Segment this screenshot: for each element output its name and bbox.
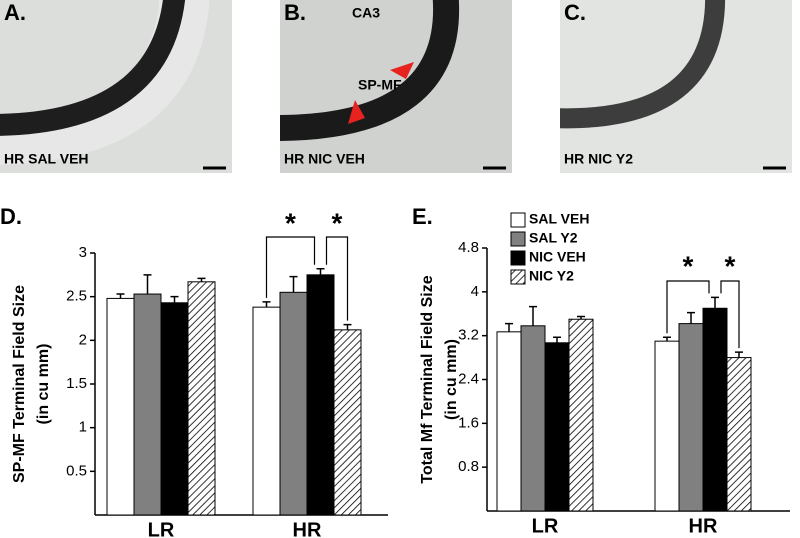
x-tick-label: HR [293, 519, 322, 538]
legend-swatch [510, 231, 526, 247]
significance-star: * [683, 250, 694, 281]
bar [187, 281, 216, 516]
error-bar [143, 274, 152, 295]
bar [279, 291, 308, 516]
error-bar [711, 296, 719, 309]
significance-star: * [285, 207, 296, 238]
error-bar [170, 295, 179, 303]
bar [678, 323, 704, 512]
y-tick-label: 2.4 [458, 370, 479, 387]
bar [496, 331, 522, 512]
y-axis-label: (in cu mm) [443, 339, 460, 420]
error-bar [663, 336, 671, 342]
bar [520, 325, 546, 512]
y-tick-label: 3 [79, 244, 87, 261]
error-bar [505, 322, 513, 332]
panel-caption: HR SAL VEH [4, 151, 89, 167]
error-bar [577, 315, 585, 320]
y-tick-label: 4.8 [458, 239, 479, 256]
region-label: CA3 [352, 5, 380, 21]
legend-swatch [510, 212, 526, 228]
bar [702, 307, 728, 512]
significance-bracket [720, 280, 740, 349]
bar [160, 302, 189, 516]
x-tick-label: HR [689, 515, 718, 537]
x-tick-label: LR [532, 515, 559, 537]
panel-letter: C. [564, 0, 586, 25]
significance-star: * [725, 250, 736, 281]
error-bar [197, 277, 206, 282]
micrograph-c [560, 0, 792, 173]
significance-star: * [332, 207, 343, 238]
error-bar [262, 301, 271, 308]
legend-label: SAL VEH [529, 211, 589, 227]
y-tick-label: 1.6 [458, 414, 479, 431]
bar [726, 357, 752, 512]
y-tick-label: 2 [79, 331, 87, 348]
error-bar [289, 275, 298, 293]
bar [333, 329, 362, 516]
y-axis-label: (in cu mm) [35, 344, 52, 425]
bar [252, 306, 281, 516]
y-tick-label: 4 [471, 283, 479, 300]
bar [133, 293, 162, 516]
panel-letter: B. [284, 0, 306, 25]
error-bar [687, 311, 695, 324]
region-label: SP-MF [358, 77, 402, 93]
error-bar [116, 293, 125, 299]
panel-label: E. [412, 204, 433, 229]
legend-label: SAL Y2 [529, 230, 578, 246]
error-bar [316, 267, 325, 275]
y-tick-label: 0.5 [66, 462, 87, 479]
legend-label: NIC VEH [529, 249, 586, 265]
bar [306, 274, 335, 516]
significance-bracket [265, 236, 316, 298]
panel-caption: HR NIC VEH [284, 151, 365, 167]
legend-label: NIC Y2 [529, 268, 574, 284]
bar [654, 340, 680, 512]
y-tick-label: 2.5 [66, 288, 87, 305]
panel-letter: A. [4, 0, 26, 25]
y-tick-label: 1.5 [66, 375, 87, 392]
legend-swatch [510, 250, 526, 266]
legend-swatch [510, 269, 526, 285]
significance-bracket [666, 280, 710, 334]
y-tick-label: 3.2 [458, 327, 479, 344]
y-axis-label: SP-MF Terminal Field Size [11, 285, 28, 483]
panel-caption: HR NIC Y2 [564, 151, 633, 167]
significance-bracket [325, 236, 349, 321]
micrograph-a [0, 0, 232, 173]
bar [544, 342, 570, 512]
bar [106, 297, 135, 516]
error-bar [553, 336, 561, 343]
micrograph-b [280, 0, 512, 173]
y-axis-label: Total Mf Terminal Field Size [419, 275, 436, 483]
error-bar [529, 305, 537, 326]
error-bar [735, 351, 743, 358]
y-tick-label: 1 [79, 419, 87, 436]
bar [568, 318, 594, 512]
panel-label: D. [0, 204, 22, 229]
error-bar [343, 323, 352, 330]
y-tick-label: 0.8 [458, 458, 479, 475]
x-tick-label: LR [148, 519, 175, 538]
